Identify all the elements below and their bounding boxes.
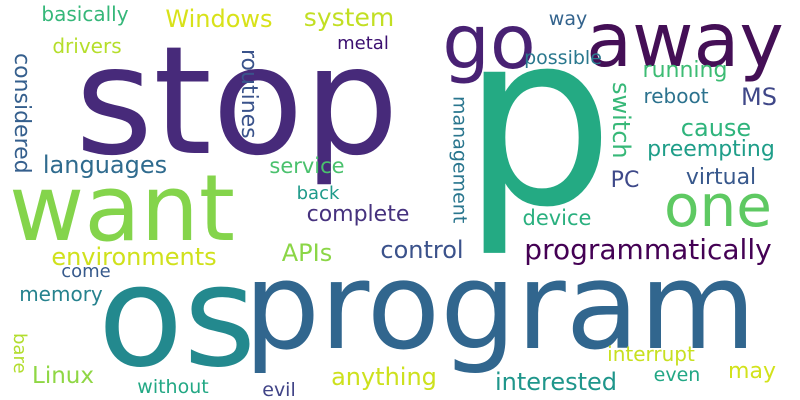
cloud-word: Windows [165, 5, 273, 33]
cloud-word: Linux [32, 362, 94, 389]
cloud-word: metal [337, 33, 389, 54]
cloud-word: APIs [281, 239, 333, 267]
cloud-word: control [380, 236, 464, 264]
cloud-word: os [97, 236, 257, 399]
cloud-word: interrupt [607, 342, 695, 366]
cloud-word: preempting [647, 137, 775, 162]
cloud-word: basically [41, 2, 129, 26]
cloud-word: programmatically [524, 233, 772, 266]
cloud-word: cause [680, 114, 752, 142]
cloud-word: virtual [685, 165, 757, 190]
cloud-word: drivers [52, 34, 122, 58]
cloud-word: switch [607, 81, 635, 159]
cloud-word: program [243, 238, 757, 377]
cloud-word: evil [262, 378, 296, 400]
cloud-word: back [296, 183, 340, 204]
cloud-word: may [728, 359, 776, 384]
cloud-word: interested [494, 368, 618, 396]
cloud-word: one [664, 172, 772, 240]
cloud-word: complete [306, 202, 410, 227]
cloud-word: routines [236, 49, 261, 139]
cloud-word: management [448, 96, 471, 224]
cloud-word: come [61, 261, 111, 282]
cloud-word: bare [9, 332, 30, 374]
cloud-word: without [137, 375, 209, 398]
cloud-word: anything [331, 363, 437, 391]
cloud-word: considered [9, 52, 34, 174]
cloud-word: memory [19, 282, 103, 306]
cloud-word: want [8, 155, 235, 262]
cloud-word: reboot [643, 84, 709, 108]
cloud-word: even [653, 363, 701, 386]
cloud-word: running [642, 58, 728, 83]
cloud-word: languages [42, 151, 168, 179]
cloud-word: stop [75, 15, 399, 189]
cloud-word: service [269, 153, 345, 178]
cloud-word: way [548, 7, 588, 30]
cloud-word: system [303, 2, 395, 32]
cloud-word: environments [51, 243, 217, 271]
cloud-word: device [522, 205, 592, 230]
cloud-word: MS [741, 83, 777, 111]
cloud-word: PC [610, 168, 640, 193]
cloud-word: possible [524, 46, 602, 69]
cloud-word: away [586, 0, 784, 84]
cloud-word: p [461, 0, 615, 260]
cloud-word: go [442, 0, 536, 86]
